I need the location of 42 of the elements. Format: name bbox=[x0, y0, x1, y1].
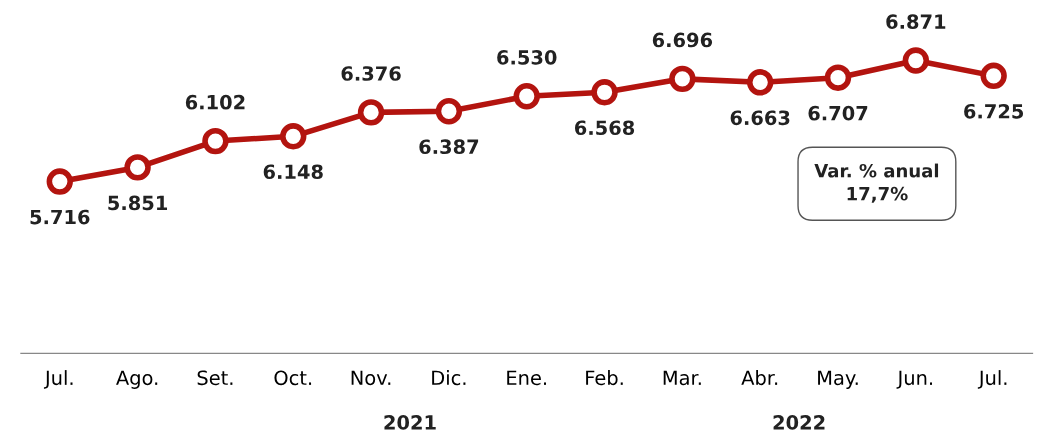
data-label: 6.696 bbox=[652, 32, 713, 48]
point bbox=[669, 65, 696, 93]
x-tick-label: Ene. bbox=[507, 370, 546, 386]
x-tick-label: Mar. bbox=[663, 370, 701, 386]
x-tick-label: Nov. bbox=[351, 370, 391, 386]
x-tick-label: Jun. bbox=[896, 370, 933, 389]
point bbox=[513, 83, 540, 110]
data-label: 6.663 bbox=[730, 110, 790, 126]
x-tick-label: Abr. bbox=[741, 370, 778, 386]
data-label: 6.387 bbox=[419, 139, 479, 155]
data-label: 6.376 bbox=[341, 66, 401, 81]
point bbox=[980, 62, 1007, 90]
point bbox=[746, 69, 774, 96]
point bbox=[357, 99, 385, 126]
point bbox=[124, 154, 151, 181]
data-label: 5.851 bbox=[108, 195, 168, 211]
data-label: 6.871 bbox=[886, 14, 946, 29]
annotation: Var. % anual 17,7% bbox=[814, 163, 939, 203]
point bbox=[202, 127, 229, 155]
point bbox=[902, 47, 930, 74]
point bbox=[435, 98, 463, 125]
point bbox=[280, 123, 307, 150]
data-label: 6.568 bbox=[574, 120, 635, 136]
x-tick-label: Dic. bbox=[432, 370, 466, 386]
x-tick-label: Set. bbox=[197, 370, 233, 386]
data-label: 6.530 bbox=[497, 50, 557, 65]
x-tick-label: Jul. bbox=[977, 370, 1007, 389]
data-label: 5.716 bbox=[30, 209, 90, 225]
point bbox=[46, 168, 73, 195]
x-tick-label: Jul. bbox=[43, 370, 73, 389]
data-label: 6.102 bbox=[185, 94, 245, 110]
text: 2021 bbox=[384, 415, 436, 430]
point bbox=[824, 64, 852, 91]
x-tick-label: Oct. bbox=[274, 370, 312, 386]
data-label: 6.148 bbox=[263, 164, 323, 180]
x-tick-label: Feb. bbox=[586, 370, 623, 386]
text: 2022 bbox=[773, 415, 825, 430]
data-label: 6.725 bbox=[964, 103, 1024, 119]
data-label: 6.707 bbox=[808, 105, 868, 121]
x-tick-label: May. bbox=[818, 370, 858, 389]
x-tick-label: Ago. bbox=[116, 370, 158, 389]
point bbox=[591, 79, 618, 106]
